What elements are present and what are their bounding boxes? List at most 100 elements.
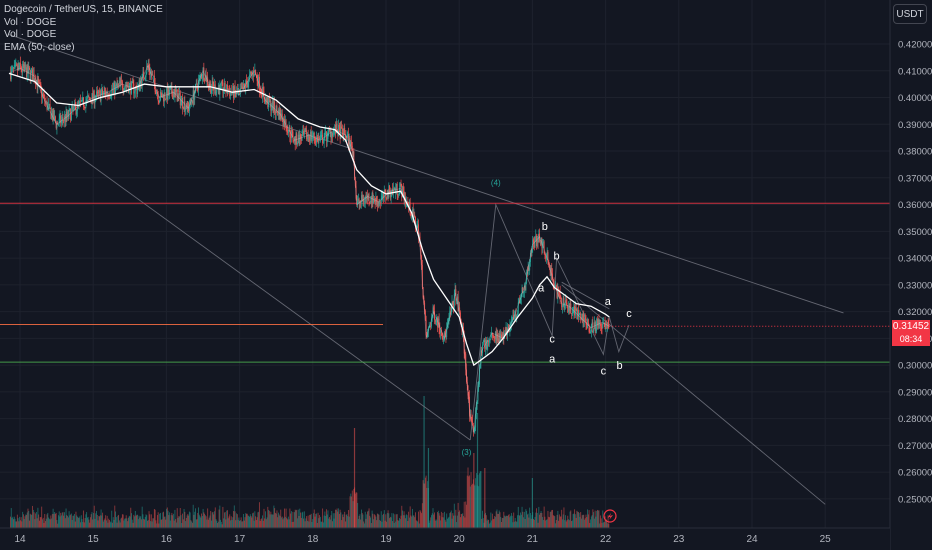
volume-bar: [187, 513, 189, 528]
price-axis[interactable]: 0.420000.410000.400000.390000.380000.370…: [889, 0, 932, 550]
wave-label[interactable]: b: [553, 250, 559, 262]
candle-body: [444, 332, 446, 336]
trendline[interactable]: [561, 281, 610, 310]
candle-body: [224, 83, 226, 92]
wave-label[interactable]: c: [626, 308, 632, 320]
volume-bar: [355, 492, 357, 528]
volume-bar: [28, 510, 30, 528]
volume-bar: [431, 515, 432, 528]
candle-body: [91, 93, 93, 104]
candle-body: [453, 304, 454, 308]
candle-body: [283, 119, 285, 126]
volume-bar: [577, 511, 579, 528]
volume-spike: [473, 453, 475, 528]
volume-bar: [507, 515, 509, 528]
candle-body: [21, 69, 23, 72]
volume-bar: [356, 492, 358, 528]
candle-body: [114, 82, 116, 94]
time-axis[interactable]: 14 15 16 17 18 19 20 21 22 23 24 25: [0, 527, 890, 550]
volume-bar: [207, 519, 209, 528]
candle-body: [179, 92, 180, 96]
volume-bar: [332, 513, 334, 528]
volume-bar: [410, 515, 412, 528]
wave-label[interactable]: (4): [491, 178, 501, 187]
candle-body: [416, 225, 418, 229]
volume-bar: [563, 507, 565, 528]
candle-body: [290, 130, 292, 139]
candle-body: [475, 414, 477, 428]
candle-body: [513, 315, 515, 320]
volume-bar: [211, 512, 213, 528]
volume-bar: [542, 517, 544, 528]
volume-indicator-2[interactable]: Vol · DOGE: [4, 29, 57, 40]
volume-bar: [96, 514, 98, 528]
candle-body: [582, 313, 584, 322]
candle-body: [77, 102, 79, 104]
candle-body: [13, 65, 15, 69]
volume-bar: [290, 513, 292, 528]
candle-body: [251, 73, 253, 75]
volume-bar: [603, 522, 605, 528]
symbol-title[interactable]: Dogecoin / TetherUS, 15, BINANCE: [4, 4, 163, 15]
candle-body: [200, 75, 202, 76]
price-tick-label: 0.28000: [898, 414, 932, 425]
volume-bar: [500, 516, 502, 528]
volume-bar: [107, 522, 109, 528]
volume-bar: [340, 512, 342, 528]
volume-bar: [220, 519, 222, 528]
wave-label[interactable]: (3): [462, 448, 472, 457]
candle-body: [104, 90, 106, 92]
volume-indicator-1[interactable]: Vol · DOGE: [4, 16, 57, 28]
volume-bar: [558, 520, 560, 528]
volume-bar: [440, 520, 442, 528]
wave-label[interactable]: b: [542, 221, 548, 233]
volume-bar: [160, 519, 162, 528]
replay-icon[interactable]: [603, 509, 617, 523]
candle-body: [109, 96, 111, 98]
candle-body: [86, 98, 88, 102]
trendline[interactable]: [561, 284, 826, 505]
candle-body: [308, 136, 310, 138]
candle-body: [146, 65, 148, 74]
volume-bar: [480, 471, 482, 528]
trendline[interactable]: [8, 34, 844, 314]
wave-label[interactable]: a: [538, 283, 545, 295]
volume-bar: [154, 509, 156, 528]
wave-label[interactable]: c: [549, 333, 555, 345]
volume-bar: [306, 520, 308, 528]
wave-label[interactable]: a: [605, 296, 612, 308]
candle-body: [537, 240, 539, 243]
wave-label[interactable]: a: [549, 353, 556, 365]
candle-body: [488, 340, 490, 342]
currency-button[interactable]: USDT: [893, 4, 927, 24]
volume-bar: [106, 515, 108, 528]
candle-body: [378, 201, 380, 205]
trendline[interactable]: [551, 256, 630, 356]
candle-body: [315, 139, 317, 143]
volume-bar: [140, 516, 142, 528]
volume-bar: [475, 473, 477, 528]
volume-bar: [136, 514, 138, 528]
candle-body: [248, 77, 250, 83]
candle-body: [26, 65, 28, 78]
volume-bar: [479, 471, 481, 528]
volume-bar: [475, 478, 477, 528]
volume-bar: [251, 517, 253, 528]
candle-body: [49, 103, 51, 109]
wave-label[interactable]: c: [601, 365, 607, 377]
volume-bar: [572, 514, 574, 528]
candle-body: [566, 302, 568, 306]
trendline[interactable]: [8, 105, 471, 441]
volume-bar: [588, 510, 590, 528]
candle-body: [403, 191, 405, 201]
candle-body: [276, 106, 278, 112]
volume-bar: [240, 517, 242, 528]
grid: [0, 0, 890, 528]
candle-body: [519, 301, 521, 304]
volume-bar: [180, 515, 182, 528]
ema-indicator[interactable]: EMA (50, close): [4, 41, 75, 53]
volume-bar: [16, 514, 18, 528]
wave-label[interactable]: b: [616, 360, 622, 372]
volume-bar: [155, 520, 157, 528]
